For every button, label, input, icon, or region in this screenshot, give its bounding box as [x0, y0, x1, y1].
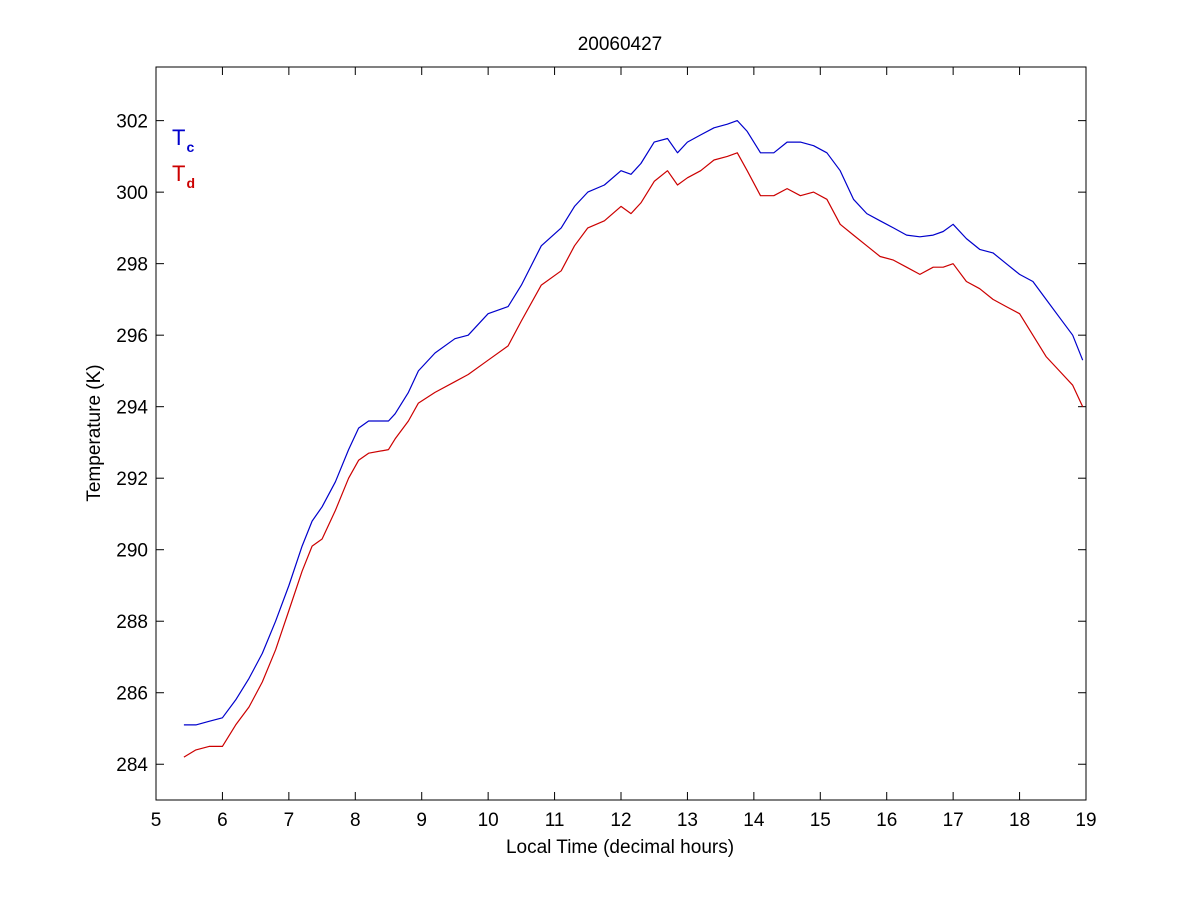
x-axis-title: Local Time (decimal hours) — [506, 837, 734, 858]
x-tick-label: 19 — [1075, 810, 1096, 831]
y-tick-label: 290 — [116, 541, 148, 562]
y-tick-label: 298 — [116, 255, 148, 276]
series-line-tc — [183, 119, 1084, 726]
x-tick-label: 17 — [943, 810, 964, 831]
legend-subscript: c — [186, 139, 194, 155]
y-tick-label: 294 — [116, 398, 148, 419]
x-tick-label: 5 — [151, 810, 162, 831]
x-tick-label: 11 — [545, 810, 565, 831]
legend-symbol: T — [172, 161, 185, 186]
x-tick-label: 9 — [416, 810, 427, 831]
y-tick-label: 300 — [116, 183, 148, 204]
x-tick-label: 18 — [1009, 810, 1030, 831]
x-tick-label: 14 — [743, 810, 765, 831]
x-tick-label: 12 — [610, 810, 631, 831]
y-tick-label: 296 — [116, 326, 148, 347]
y-tick-label: 284 — [116, 755, 148, 776]
legend-symbol: T — [172, 125, 185, 150]
y-axis: 284 286 288 290 292 294 296 298 300 302 — [116, 112, 1086, 776]
x-tick-label: 6 — [217, 810, 228, 831]
x-tick-label: 15 — [810, 810, 831, 831]
x-axis: 5 6 7 8 9 10 11 12 13 14 15 16 17 18 19 — [151, 67, 1097, 831]
plot-area-frame — [155, 66, 1087, 801]
legend-subscript: d — [186, 175, 195, 191]
y-tick-label: 302 — [116, 112, 148, 133]
y-tick-label: 286 — [116, 684, 148, 705]
y-tick-label: 292 — [116, 469, 148, 490]
x-tick-label: 16 — [876, 810, 897, 831]
x-tick-label: 7 — [284, 810, 295, 831]
legend-entry-tc: Tc — [172, 125, 194, 155]
y-axis-title: Temperature (K) — [84, 364, 105, 501]
x-tick-label: 10 — [478, 810, 499, 831]
chart-title: 20060427 — [578, 34, 663, 55]
x-tick-label: 8 — [350, 810, 361, 831]
y-tick-label: 288 — [116, 612, 148, 633]
x-tick-label: 13 — [677, 810, 698, 831]
legend-entry-td: Td — [172, 161, 195, 191]
series-line-td — [183, 152, 1084, 758]
series-layer — [183, 119, 1084, 758]
